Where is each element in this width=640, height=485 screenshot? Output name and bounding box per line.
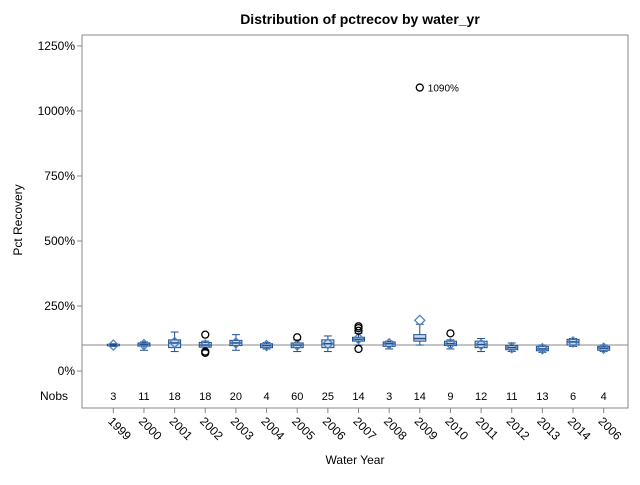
mean-marker	[505, 341, 518, 354]
outlier	[354, 344, 363, 354]
y-tick-label: 750%	[44, 169, 75, 183]
nobs-value: 4	[263, 391, 269, 403]
mean-marker	[229, 337, 242, 349]
outlier	[201, 330, 210, 339]
mean-marker	[107, 339, 120, 351]
y-tick-label: 0%	[58, 364, 76, 378]
nobs-value: 6	[570, 391, 576, 403]
y-tick-label: 500%	[44, 234, 75, 248]
nobs-label: Nobs	[40, 389, 68, 403]
mean-marker	[475, 338, 488, 351]
nobs-value: 18	[199, 391, 211, 403]
nobs-value: 13	[536, 391, 548, 403]
mean-marker	[138, 338, 150, 351]
outlier	[446, 329, 455, 338]
nobs-value: 3	[110, 391, 116, 403]
outlier	[415, 83, 424, 92]
mean-marker	[597, 342, 610, 355]
mean-marker	[321, 337, 334, 350]
mean-marker	[291, 339, 304, 351]
y-tick-label: 1000%	[38, 104, 76, 118]
nobs-value: 11	[506, 391, 517, 403]
nobs-value: 18	[168, 391, 180, 403]
outlier	[201, 348, 210, 358]
mean-marker	[444, 337, 457, 350]
mean-marker	[383, 337, 396, 350]
nobs-value: 3	[386, 391, 392, 403]
nobs-value: 20	[230, 391, 242, 403]
mean-marker	[567, 336, 579, 348]
x-axis-label: Water Year	[326, 453, 385, 467]
nobs-value: 25	[322, 391, 334, 403]
chart-title: Distribution of pctrecov by water_yr	[240, 11, 480, 27]
y-tick-label: 1250%	[38, 39, 76, 53]
mean-marker	[352, 332, 365, 345]
plot-frame	[81, 34, 629, 409]
outlier-label: 1090%	[428, 84, 459, 95]
y-axis-label: Pct Recovery	[11, 184, 25, 255]
mean-marker	[168, 336, 181, 349]
y-tick-label: 250%	[44, 299, 75, 313]
outlier	[293, 333, 302, 342]
nobs-value: 4	[601, 391, 607, 403]
mean-marker	[413, 314, 426, 327]
nobs-value: 12	[475, 391, 487, 403]
nobs-value: 11	[138, 391, 149, 403]
nobs-value: 14	[414, 391, 426, 403]
mean-marker	[260, 339, 273, 352]
outlier	[354, 322, 363, 331]
nobs-value: 9	[447, 391, 453, 403]
mean-marker	[199, 339, 212, 351]
nobs-value: 14	[352, 391, 364, 403]
outlier	[354, 326, 363, 335]
mean-marker	[536, 342, 549, 355]
nobs-value: 60	[291, 391, 303, 403]
